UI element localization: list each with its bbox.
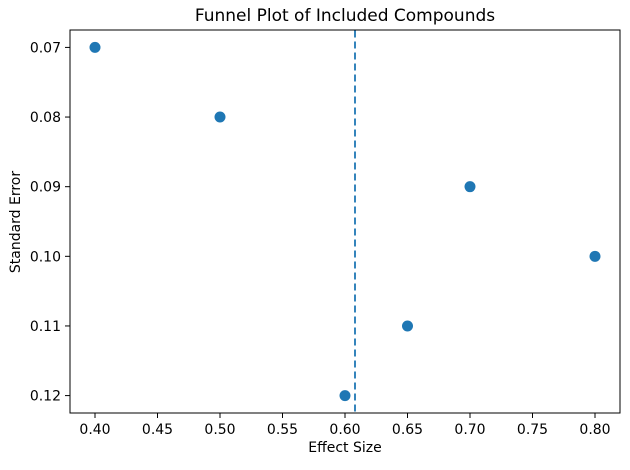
x-tick-label: 0.80 — [579, 422, 610, 438]
x-tick-label: 0.75 — [517, 422, 548, 438]
chart-title: Funnel Plot of Included Compounds — [194, 6, 496, 26]
x-tick-label: 0.45 — [142, 422, 173, 438]
data-point — [214, 111, 226, 123]
y-tick-label: 0.10 — [30, 249, 61, 265]
data-point — [402, 320, 413, 332]
x-axis-label: Effect Size — [308, 440, 382, 456]
y-tick-label: 0.12 — [30, 389, 61, 405]
x-tick-label: 0.60 — [329, 422, 360, 438]
y-tick-label: 0.11 — [30, 319, 61, 335]
y-tick-label: 0.08 — [30, 110, 61, 126]
data-point — [589, 250, 601, 262]
x-tick-label: 0.40 — [79, 422, 110, 438]
y-tick-label: 0.09 — [30, 180, 61, 196]
x-tick-label: 0.65 — [392, 422, 423, 438]
y-tick-label: 0.07 — [30, 40, 61, 56]
plot-border — [69, 29, 621, 414]
x-tick-label: 0.55 — [267, 422, 298, 438]
data-point — [89, 41, 101, 53]
data-point — [339, 390, 351, 402]
x-tick-label: 0.70 — [454, 422, 485, 438]
data-point — [464, 181, 476, 193]
x-tick-label: 0.50 — [204, 422, 235, 438]
